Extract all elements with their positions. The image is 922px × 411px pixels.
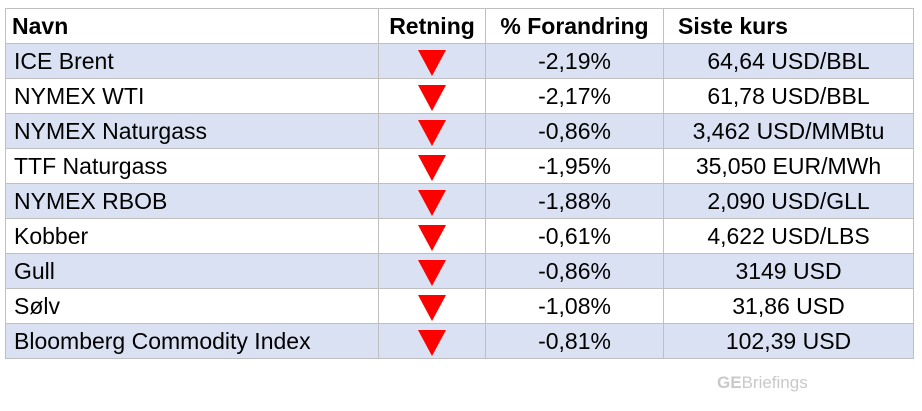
last-price: 2,090 USD/GLL (663, 183, 914, 219)
direction-cell (378, 43, 486, 79)
commodity-name: Kobber (5, 218, 379, 254)
table-row: ICE Brent -2,19% 64,64 USD/BBL (5, 43, 914, 79)
down-triangle-icon (418, 189, 446, 216)
column-header-direction: Retning (378, 8, 486, 44)
down-triangle-icon (418, 294, 446, 321)
percent-change: -2,19% (485, 43, 664, 79)
direction-cell (378, 218, 486, 254)
commodity-name: NYMEX WTI (5, 78, 379, 114)
column-header-price: Siste kurs (663, 8, 914, 44)
table-header-row: Navn Retning % Forandring Siste kurs (5, 8, 914, 44)
watermark-suffix: Briefings (741, 373, 808, 392)
table-row: Kobber -0,61% 4,622 USD/LBS (5, 218, 914, 254)
percent-change: -1,88% (485, 183, 664, 219)
commodity-name: NYMEX RBOB (5, 183, 379, 219)
direction-cell (378, 288, 486, 324)
percent-change: -1,08% (485, 288, 664, 324)
table-row: NYMEX Naturgass -0,86% 3,462 USD/MMBtu (5, 113, 914, 149)
commodity-name: Bloomberg Commodity Index (5, 323, 379, 359)
table-row: TTF Naturgass -1,95% 35,050 EUR/MWh (5, 148, 914, 184)
direction-cell (378, 113, 486, 149)
direction-cell (378, 323, 486, 359)
percent-change: -2,17% (485, 78, 664, 114)
down-triangle-icon (418, 259, 446, 286)
column-header-change: % Forandring (485, 8, 664, 44)
commodity-table: Navn Retning % Forandring Siste kurs ICE… (5, 8, 914, 359)
table-row: Bloomberg Commodity Index -0,81% 102,39 … (5, 323, 914, 359)
column-header-name: Navn (5, 8, 379, 44)
direction-cell (378, 148, 486, 184)
percent-change: -0,86% (485, 113, 664, 149)
last-price: 102,39 USD (663, 323, 914, 359)
table-row: NYMEX WTI -2,17% 61,78 USD/BBL (5, 78, 914, 114)
percent-change: -0,61% (485, 218, 664, 254)
table-row: Sølv -1,08% 31,86 USD (5, 288, 914, 324)
direction-cell (378, 183, 486, 219)
commodity-name: ICE Brent (5, 43, 379, 79)
commodity-name: NYMEX Naturgass (5, 113, 379, 149)
commodity-name: TTF Naturgass (5, 148, 379, 184)
last-price: 3149 USD (663, 253, 914, 289)
down-triangle-icon (418, 84, 446, 111)
direction-cell (378, 78, 486, 114)
last-price: 31,86 USD (663, 288, 914, 324)
last-price: 4,622 USD/LBS (663, 218, 914, 254)
watermark-prefix: GE (717, 373, 742, 392)
last-price: 64,64 USD/BBL (663, 43, 914, 79)
last-price: 3,462 USD/MMBtu (663, 113, 914, 149)
down-triangle-icon (418, 329, 446, 356)
direction-cell (378, 253, 486, 289)
table-row: NYMEX RBOB -1,88% 2,090 USD/GLL (5, 183, 914, 219)
down-triangle-icon (418, 49, 446, 76)
percent-change: -1,95% (485, 148, 664, 184)
down-triangle-icon (418, 224, 446, 251)
down-triangle-icon (418, 119, 446, 146)
percent-change: -0,81% (485, 323, 664, 359)
table-row: Gull -0,86% 3149 USD (5, 253, 914, 289)
percent-change: -0,86% (485, 253, 664, 289)
last-price: 35,050 EUR/MWh (663, 148, 914, 184)
watermark-logo: GEBriefings (717, 373, 808, 393)
commodity-name: Gull (5, 253, 379, 289)
down-triangle-icon (418, 154, 446, 181)
commodity-name: Sølv (5, 288, 379, 324)
commodity-table-container: Navn Retning % Forandring Siste kurs ICE… (5, 8, 914, 359)
last-price: 61,78 USD/BBL (663, 78, 914, 114)
